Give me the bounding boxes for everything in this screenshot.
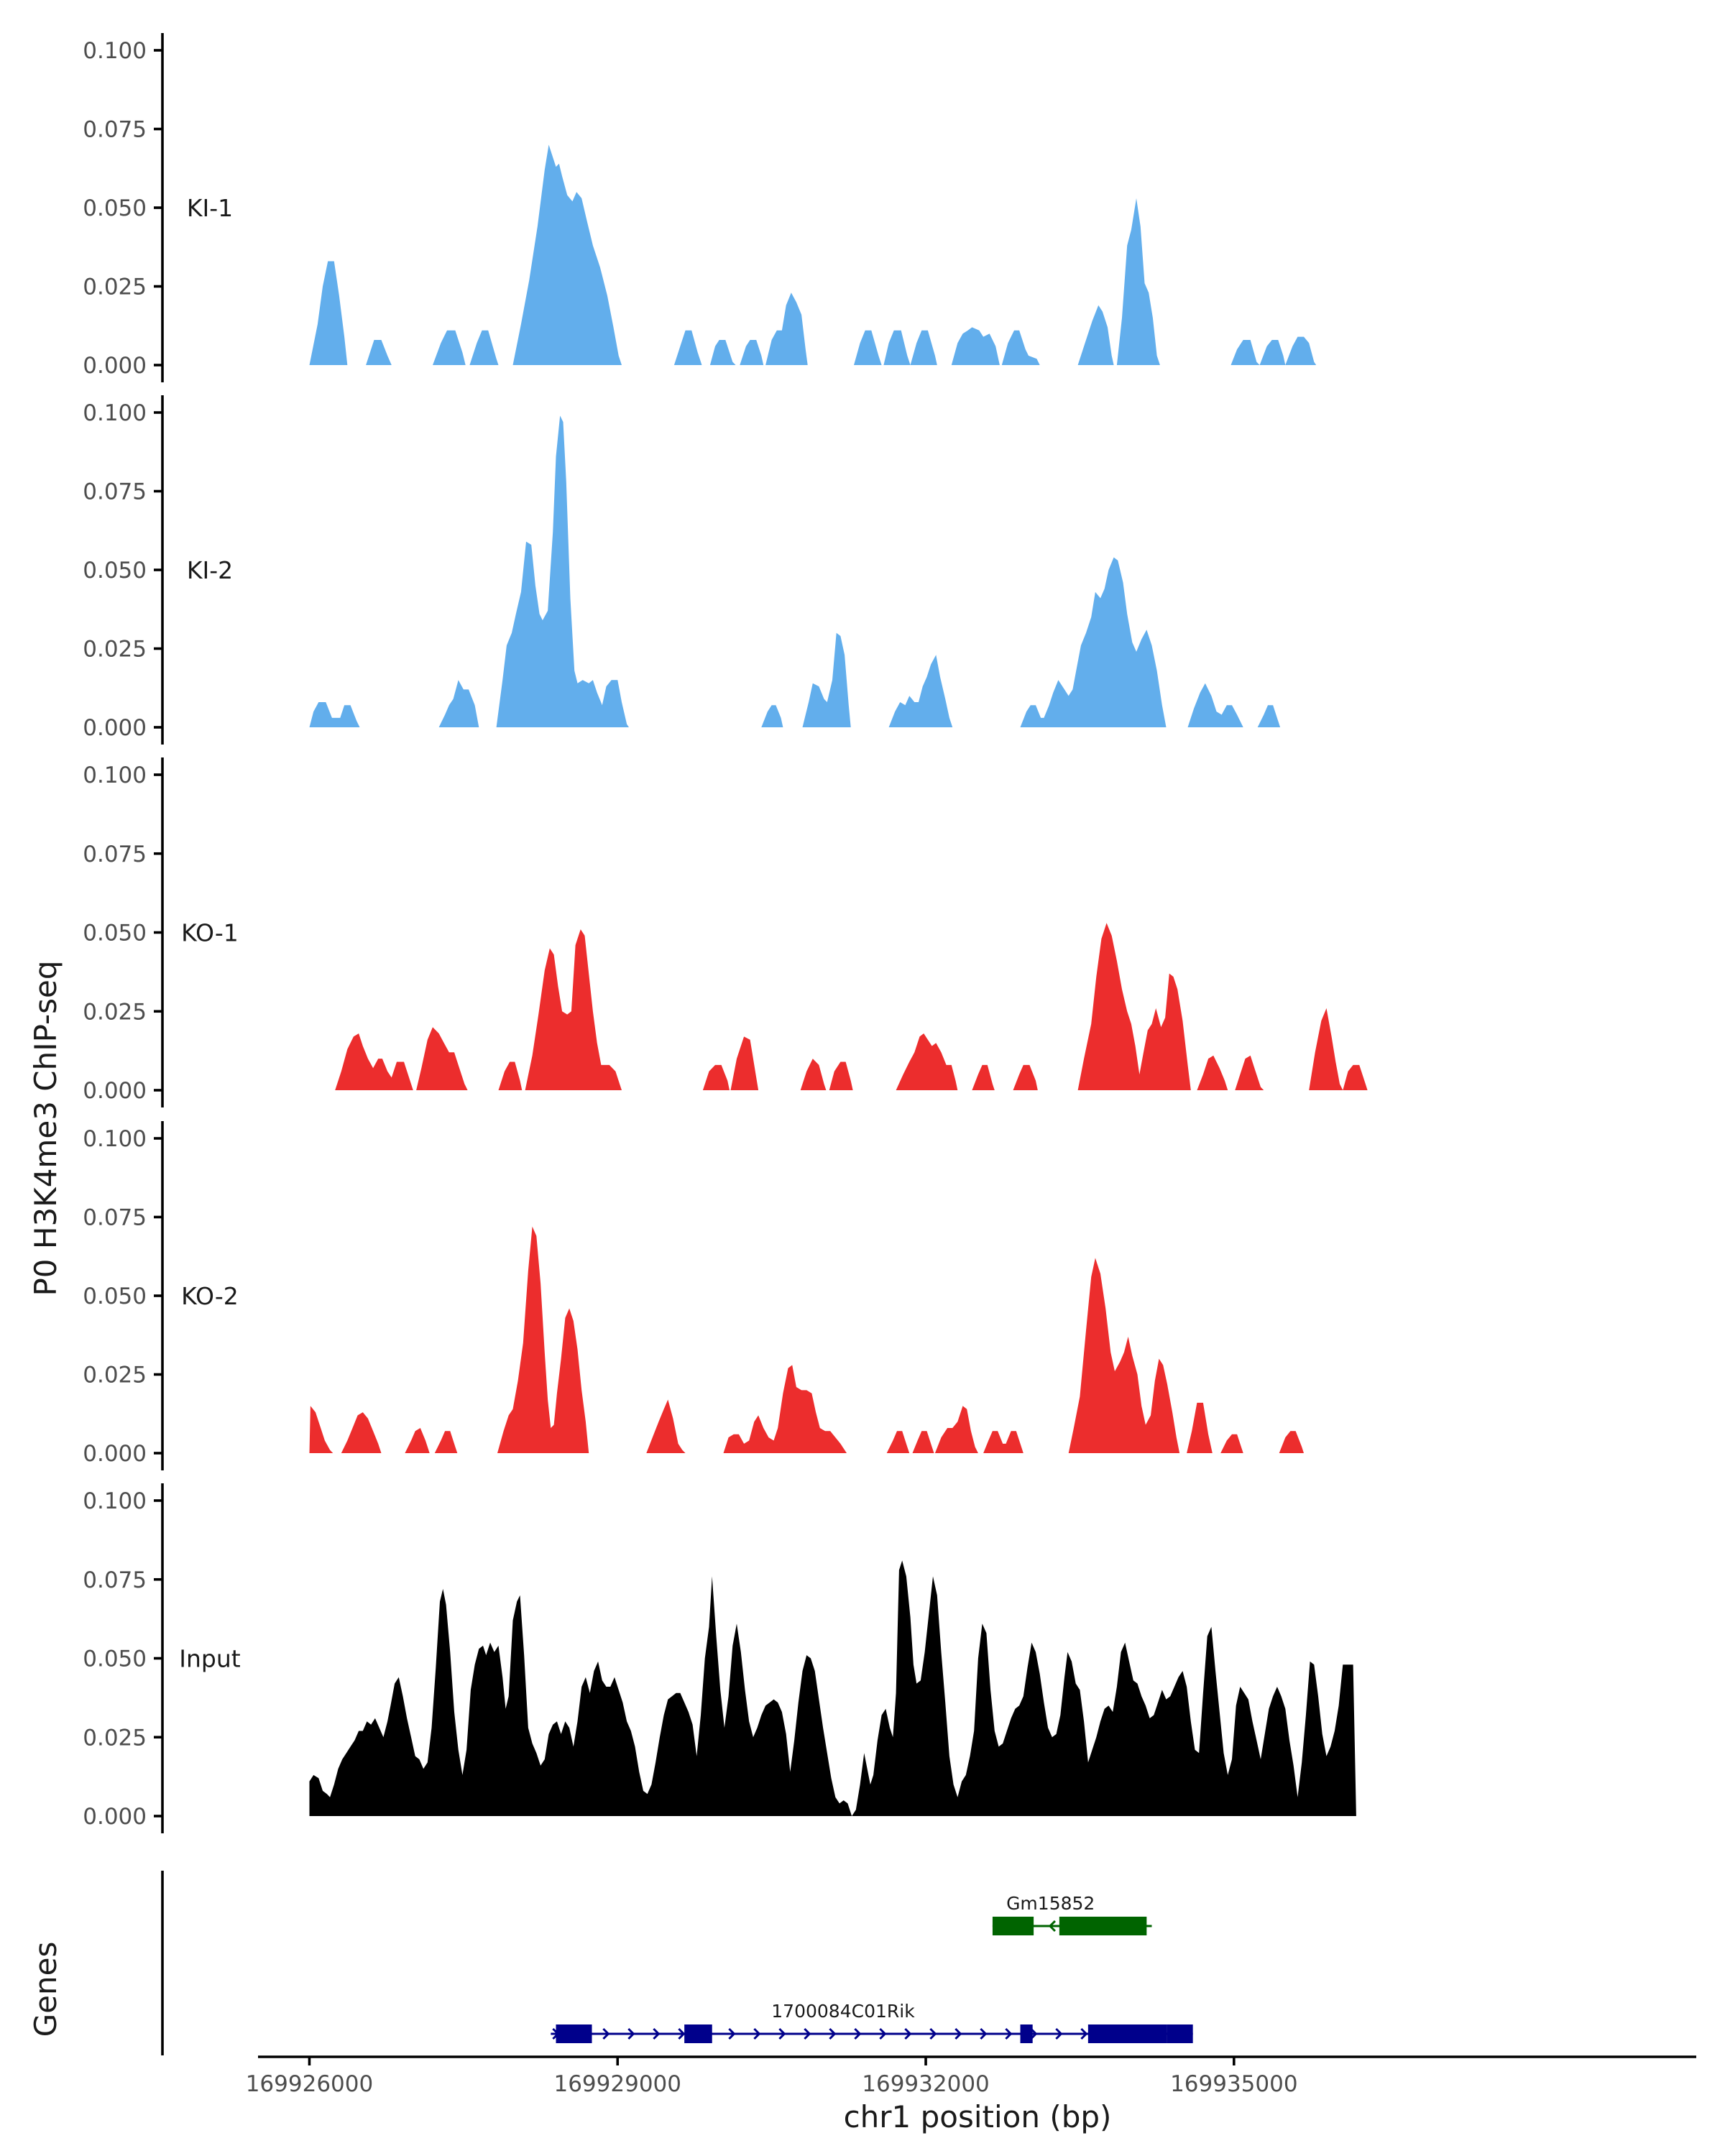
strand-arrow — [778, 2027, 786, 2040]
y-tick-label: 0.075 — [83, 117, 147, 143]
strand-arrow — [627, 2027, 635, 2040]
y-tick-label: 0.050 — [83, 195, 147, 221]
gene-exon — [992, 1917, 1034, 1935]
track-label: KI-2 — [187, 556, 233, 584]
area-ki-1 — [309, 144, 1317, 365]
strand-arrow — [1005, 2027, 1013, 2040]
y-tick-label: 0.100 — [83, 763, 147, 788]
strand-arrow — [728, 2027, 736, 2040]
track-label: KO-1 — [181, 919, 239, 947]
strand-arrow — [829, 2027, 837, 2040]
strand-arrow — [1080, 2027, 1088, 2040]
track-input: 0.000 0.025 0.050 0.075 0.100 Input — [83, 1483, 1356, 1833]
genes-axis-title: Genes — [28, 1942, 63, 2037]
area-ko-2 — [309, 1226, 1304, 1453]
strand-arrow — [879, 2027, 887, 2040]
area-input — [309, 1560, 1356, 1816]
gene-exon — [1087, 2024, 1167, 2043]
gene-label: 1700084C01Rik — [771, 2001, 915, 2022]
y-tick-label: 0.075 — [83, 1567, 147, 1593]
y-tick-label: 0.075 — [83, 842, 147, 867]
y-tick-label: 0.000 — [83, 1078, 147, 1104]
track-ki-2: 0.000 0.025 0.050 0.075 0.100 KI-2 — [83, 395, 1281, 745]
area-ki-2 — [309, 415, 1281, 727]
x-tick-label: 169926000 — [246, 2071, 374, 2097]
strand-arrow — [954, 2027, 962, 2040]
strand-arrow — [980, 2027, 988, 2040]
strand-arrow — [678, 2027, 686, 2040]
y-tick-label: 0.050 — [83, 921, 147, 946]
y-tick-label: 0.100 — [83, 1126, 147, 1152]
track-label: KI-1 — [187, 194, 233, 222]
y-tick-label: 0.050 — [83, 1646, 147, 1672]
area-ko-1 — [335, 923, 1368, 1090]
x-tick-label: 169929000 — [553, 2071, 681, 2097]
gene-label: Gm15852 — [1006, 1893, 1095, 1914]
strand-arrow — [753, 2027, 761, 2040]
strand-arrow — [1048, 1920, 1056, 1932]
y-tick-label: 0.100 — [83, 400, 147, 426]
gene-1700084c01rik: 1700084C01Rik — [551, 2001, 1193, 2043]
y-tick-label: 0.000 — [83, 715, 147, 741]
gene-exon — [1020, 2024, 1033, 2043]
track-ki-1: 0.000 0.025 0.050 0.075 0.100 KI-1 — [83, 33, 1317, 382]
x-axis: 169926000 169929000 169932000 169935000 — [246, 2055, 1696, 2097]
track-ko-2: 0.000 0.025 0.050 0.075 0.100 KO-2 — [83, 1121, 1304, 1470]
y-tick-label: 0.000 — [83, 1804, 147, 1830]
gene-exon — [1059, 1917, 1147, 1935]
y-tick-label: 0.025 — [83, 999, 147, 1025]
gene-gm15852: Gm15852 — [992, 1893, 1152, 1935]
y-tick-label: 0.025 — [83, 1363, 147, 1388]
strand-arrow — [929, 2027, 937, 2040]
track-ko-1: 0.000 0.025 0.050 0.075 0.100 KO-1 — [83, 757, 1368, 1107]
y-tick-label: 0.025 — [83, 637, 147, 663]
y-tick-label: 0.000 — [83, 353, 147, 379]
y-tick-label: 0.025 — [83, 275, 147, 300]
x-axis-title: chr1 position (bp) — [844, 2099, 1112, 2134]
strand-arrow — [804, 2027, 811, 2040]
y-tick-label: 0.050 — [83, 558, 147, 584]
y-tick-label: 0.075 — [83, 479, 147, 505]
x-tick-label: 169935000 — [1170, 2071, 1298, 2097]
gene-exon — [684, 2024, 712, 2043]
y-axis-title: P0 H3K4me3 ChIP-seq — [28, 960, 63, 1296]
y-tick-label: 0.075 — [83, 1205, 147, 1231]
y-tick-label: 0.100 — [83, 38, 147, 64]
track-label: Input — [179, 1645, 241, 1673]
gene-exon — [1167, 2024, 1193, 2043]
y-tick-label: 0.050 — [83, 1284, 147, 1309]
y-tick-label: 0.100 — [83, 1488, 147, 1514]
x-tick-label: 169932000 — [862, 2071, 990, 2097]
track-label: KO-2 — [181, 1282, 239, 1310]
strand-arrow — [854, 2027, 862, 2040]
strand-arrow — [653, 2027, 661, 2040]
strand-arrow — [904, 2027, 912, 2040]
genes-panel: Gm15852 1700084C01Rik — [161, 1871, 1193, 2055]
gene-exon — [556, 2024, 592, 2043]
strand-arrow — [602, 2027, 610, 2040]
y-tick-label: 0.025 — [83, 1725, 147, 1751]
y-tick-label: 0.000 — [83, 1441, 147, 1467]
strand-arrow — [1055, 2027, 1063, 2040]
track-panels: 0.0000.0250.0500.0750.100KI-10.0000.0250… — [83, 33, 1368, 1833]
